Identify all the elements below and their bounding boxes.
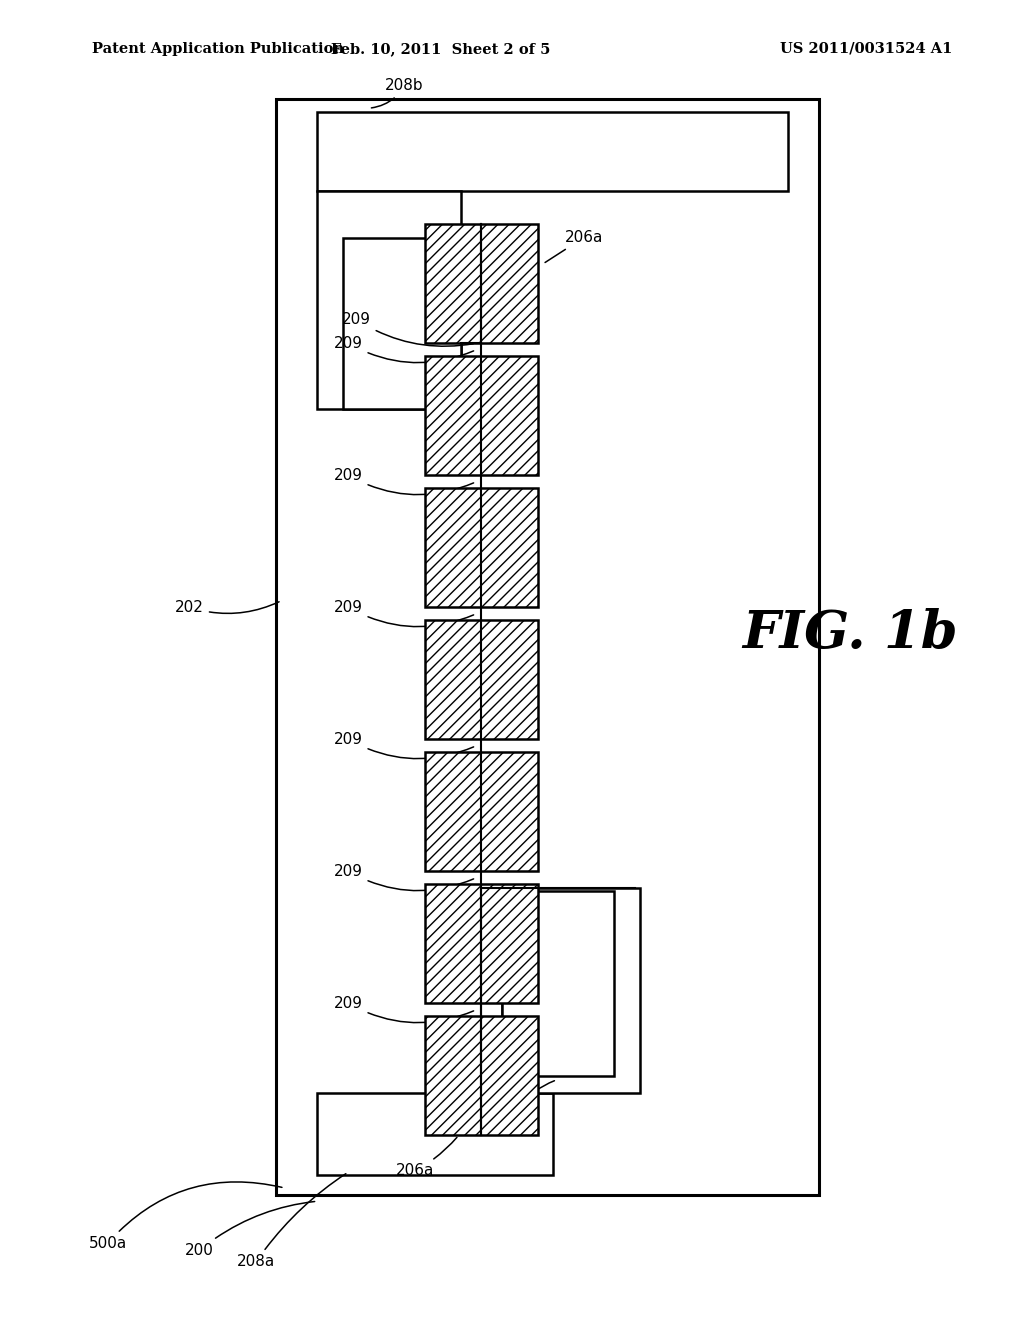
Text: 208b: 208b (372, 78, 424, 108)
Text: 200: 200 (185, 1201, 314, 1258)
Bar (425, 356, 538, 475)
Text: 500a: 500a (88, 1181, 282, 1251)
Bar (317, 112, 788, 191)
Text: 209: 209 (342, 312, 473, 346)
Bar (317, 1093, 553, 1175)
Bar (317, 191, 461, 409)
Text: FIG. 1b: FIG. 1b (742, 609, 957, 659)
Text: 209: 209 (334, 731, 474, 759)
Bar (425, 884, 538, 1003)
Text: 209: 209 (334, 599, 474, 627)
Text: 209: 209 (334, 467, 474, 495)
Bar (343, 238, 461, 409)
Text: 206a: 206a (395, 1138, 457, 1179)
Bar (425, 1016, 538, 1135)
Text: US 2011/0031524 A1: US 2011/0031524 A1 (780, 42, 952, 55)
Text: 202: 202 (175, 599, 280, 615)
Text: Feb. 10, 2011  Sheet 2 of 5: Feb. 10, 2011 Sheet 2 of 5 (331, 42, 550, 55)
Bar (276, 99, 819, 1195)
Bar (425, 752, 538, 871)
Bar (425, 488, 538, 607)
Text: 206a: 206a (545, 230, 603, 263)
Bar (502, 891, 614, 1076)
Bar (425, 224, 538, 343)
Text: 209: 209 (334, 335, 474, 363)
Text: 209: 209 (334, 995, 474, 1023)
Text: 208a: 208a (237, 1173, 346, 1270)
Text: Patent Application Publication: Patent Application Publication (92, 42, 344, 55)
Text: 209: 209 (334, 863, 474, 891)
Bar (425, 620, 538, 739)
Bar (502, 888, 640, 1093)
Text: 209: 209 (498, 1081, 554, 1127)
